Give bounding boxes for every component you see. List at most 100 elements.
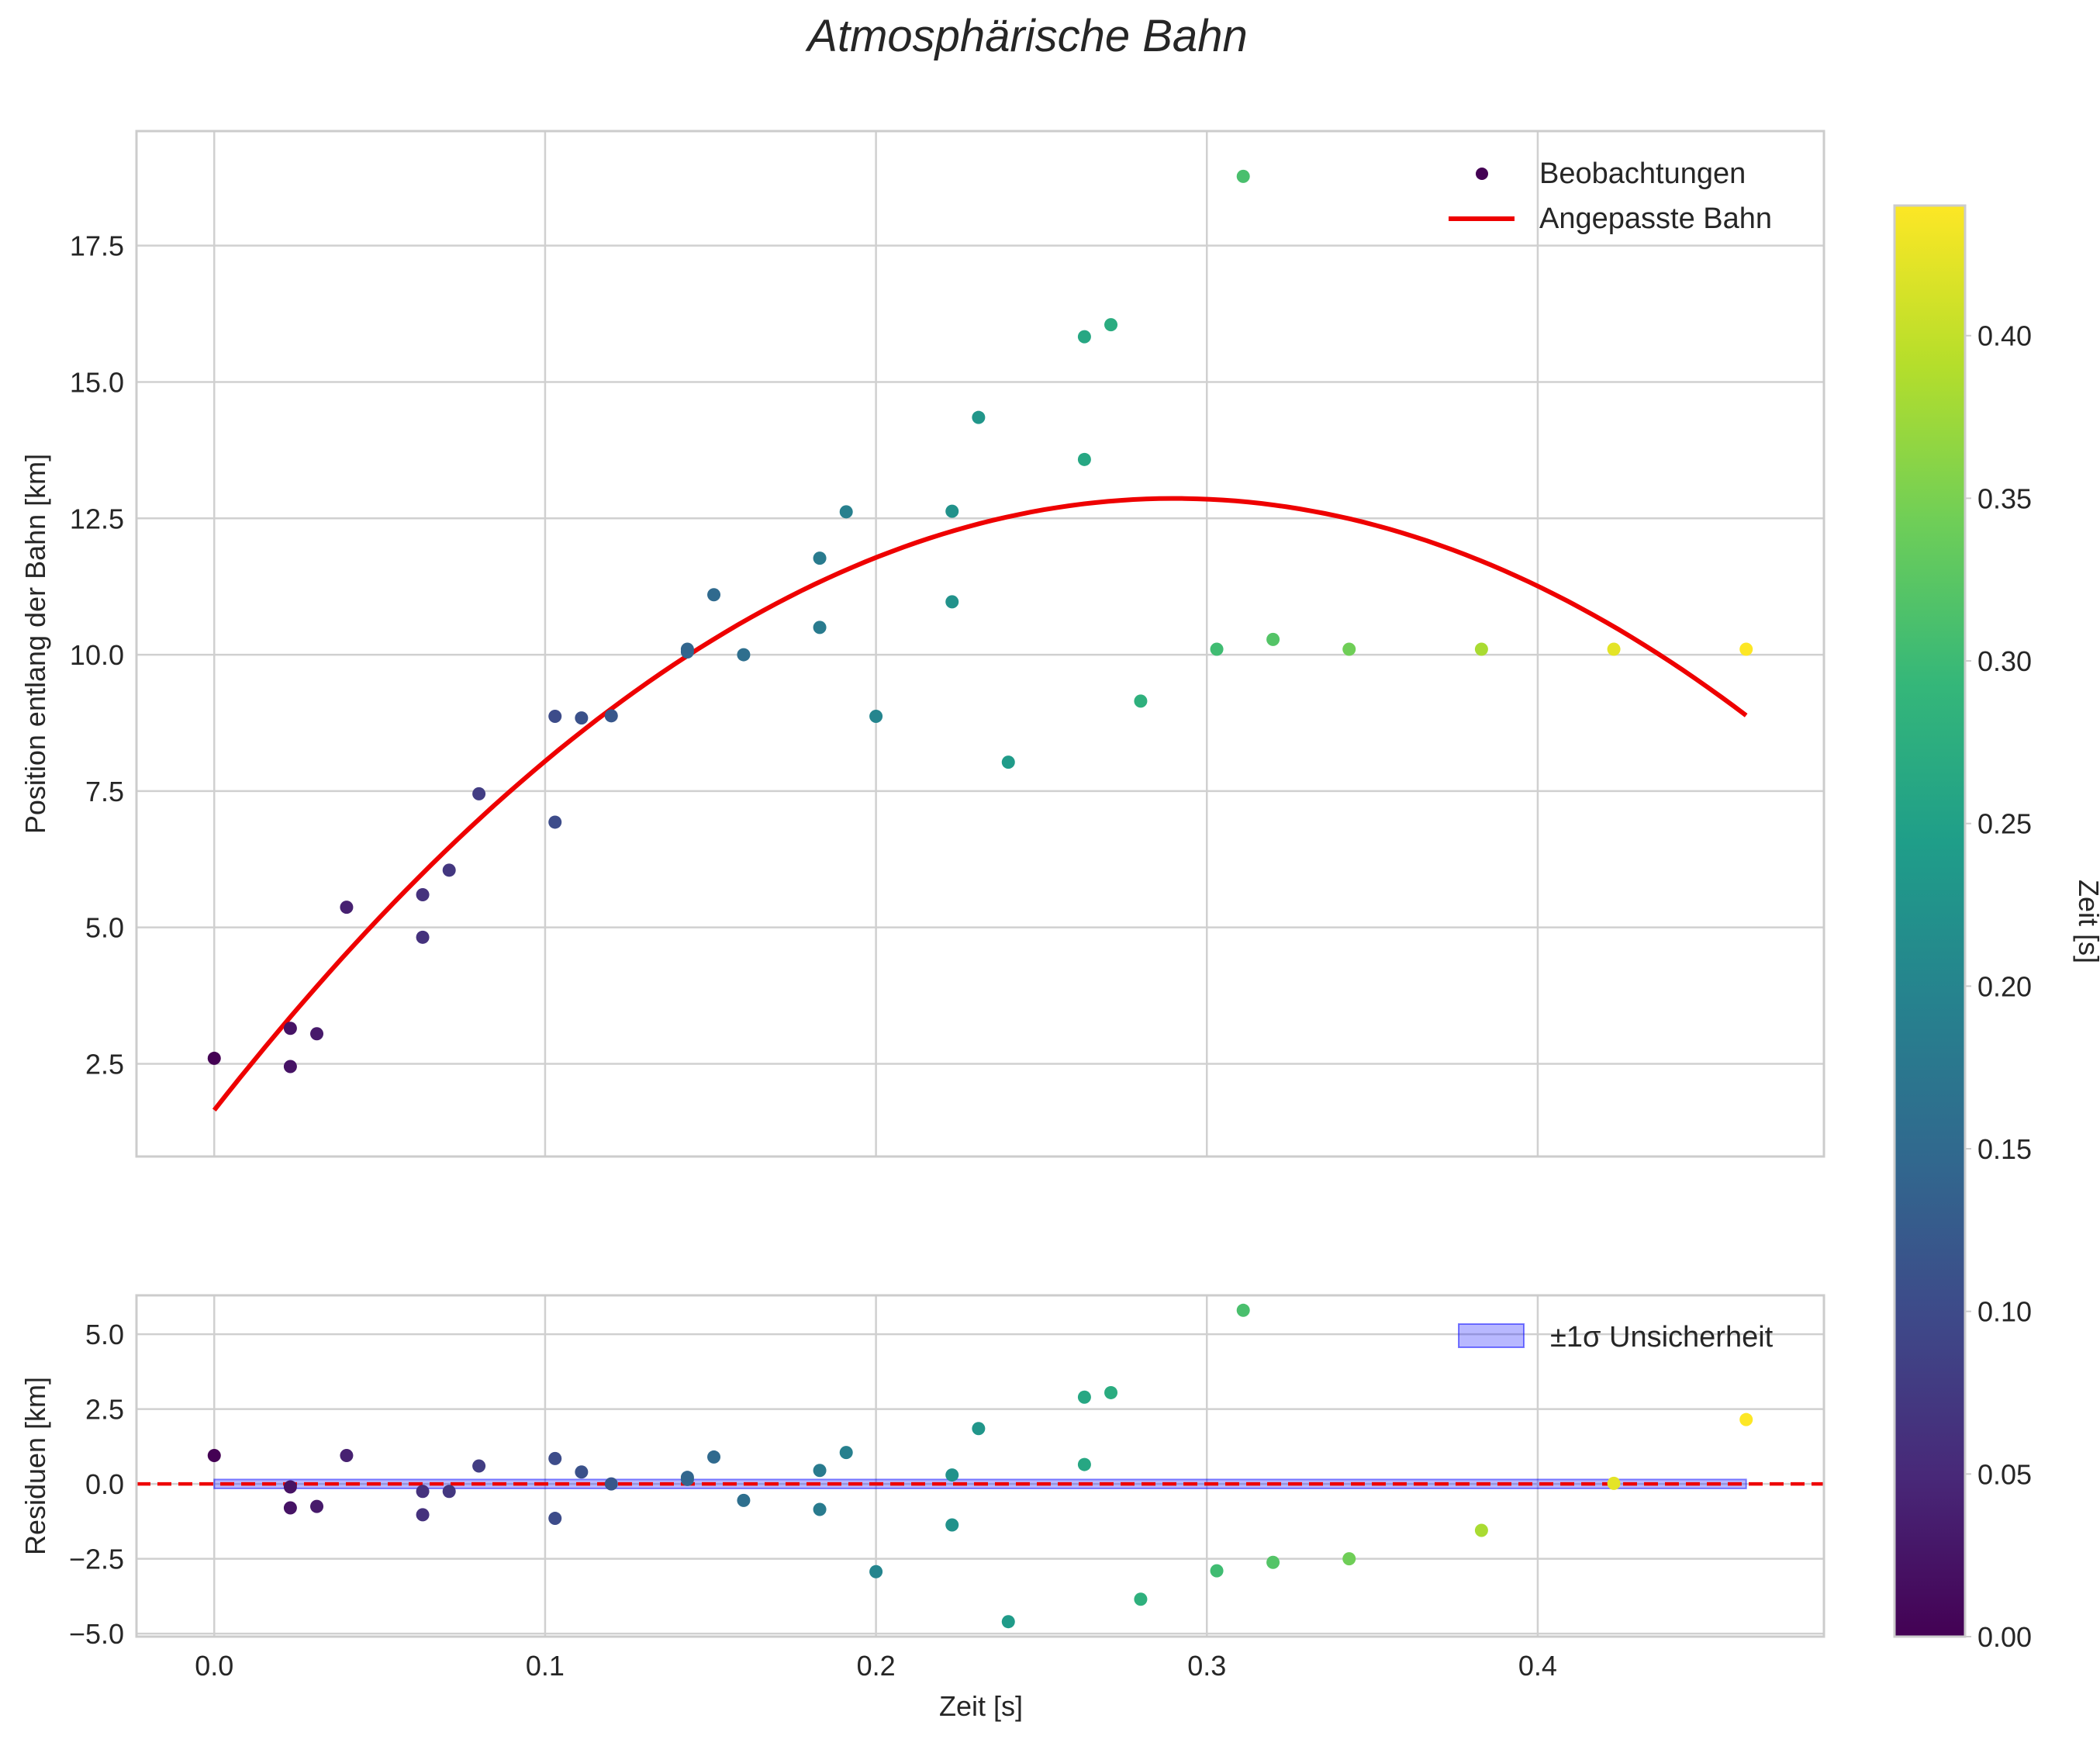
main-legend: Beobachtungen Angepasste Bahn: [1449, 157, 1772, 235]
colorbar-tick-label: 0.35: [1977, 482, 2032, 514]
observation-point: [575, 711, 589, 725]
residual-point: [1077, 1390, 1091, 1404]
x-tick-label: 0.2: [857, 1650, 896, 1682]
main-y-axis-label: Position entlang der Bahn [km]: [19, 454, 51, 834]
residual-point: [548, 1512, 562, 1526]
observation-point: [869, 710, 883, 724]
residual-point: [1104, 1385, 1118, 1399]
colorbar-tick-label: 0.30: [1977, 645, 2032, 677]
main-y-tick-label: 2.5: [85, 1048, 124, 1080]
residual-point: [945, 1468, 959, 1482]
residual-point: [1342, 1552, 1356, 1566]
residual-point: [1001, 1615, 1015, 1629]
residual-y-tick-label: −5.0: [69, 1618, 124, 1650]
main-curve-layer: [212, 496, 1748, 1112]
colorbar-gradient: [1894, 206, 1965, 1637]
observation-point: [707, 588, 721, 602]
colorbar-tick-label: 0.40: [1977, 320, 2032, 352]
observation-point: [945, 595, 959, 609]
main-y-tick-labels: 2.5 5.0 7.5 10.0 12.5 15.0 17.5: [70, 230, 124, 1080]
observation-point: [680, 645, 694, 659]
residual-point: [416, 1485, 430, 1499]
observation-point: [813, 621, 827, 634]
residual-point: [972, 1422, 986, 1436]
observation-point: [472, 787, 486, 800]
observation-point: [839, 505, 853, 519]
residual-point: [737, 1493, 751, 1507]
residual-point: [442, 1485, 456, 1499]
main-y-tick-label: 17.5: [70, 230, 124, 262]
residual-point: [1134, 1592, 1148, 1606]
main-y-tick-label: 5.0: [85, 912, 124, 944]
residual-point: [707, 1450, 721, 1464]
x-tick-label: 0.4: [1518, 1650, 1557, 1682]
main-plot-area: [136, 131, 1824, 1157]
residual-point: [813, 1464, 827, 1478]
observation-point: [340, 901, 354, 914]
main-grid: [136, 131, 1824, 1157]
observation-point: [1236, 169, 1250, 183]
observation-point: [604, 709, 618, 723]
observation-point: [1739, 642, 1753, 656]
x-tick-label: 0.1: [526, 1650, 565, 1682]
observation-point: [207, 1051, 221, 1065]
residual-point: [283, 1501, 297, 1515]
observation-point: [283, 1060, 297, 1074]
residual-plot-frame: [135, 1294, 1825, 1638]
residual-point: [1739, 1412, 1753, 1426]
residual-plot-area: [136, 1295, 1824, 1637]
colorbar-tick-label: 0.25: [1977, 808, 2032, 840]
observation-point: [737, 648, 751, 662]
colorbar-tick-label: 0.20: [1977, 970, 2032, 1002]
legend-label-angepasste-bahn: Angepasste Bahn: [1539, 202, 1772, 235]
residual-y-tick-labels: −5.0 −2.5 0.0 2.5 5.0: [69, 1319, 124, 1650]
observation-point: [1607, 642, 1621, 656]
main-y-tick-label: 7.5: [85, 776, 124, 807]
observation-point: [1077, 330, 1091, 344]
observation-point: [1210, 642, 1224, 656]
x-tick-label: 0.0: [195, 1650, 233, 1682]
residual-point: [1266, 1555, 1280, 1569]
colorbar-tick-label: 0.15: [1977, 1133, 2032, 1165]
observation-point: [416, 887, 430, 901]
observation-point: [1266, 632, 1280, 646]
observation-point: [813, 551, 827, 565]
main-panel: 2.5 5.0 7.5 10.0 12.5 15.0 17.5 Position entla…: [19, 130, 1825, 1158]
legend-label-sigma-band: ±1σ Unsicherheit: [1550, 1321, 1774, 1354]
x-axis-label: Zeit [s]: [939, 1690, 1023, 1722]
observation-point: [972, 410, 986, 424]
residual-point: [416, 1508, 430, 1522]
residual-y-tick-label: 5.0: [85, 1319, 124, 1350]
observation-point: [1077, 452, 1091, 466]
residual-point: [207, 1448, 221, 1462]
residual-point: [869, 1564, 883, 1578]
main-points-layer: [207, 169, 1753, 1074]
main-y-tick-label: 12.5: [70, 503, 124, 534]
residual-point: [472, 1459, 486, 1473]
colorbar-frame: [1893, 204, 1967, 1638]
residual-panel: −5.0 −2.5 0.0 2.5 5.0 0.0 0.1 0.2 0.3 0.4 Residu…: [19, 1294, 1825, 1722]
residual-point: [680, 1472, 694, 1486]
observation-point: [1134, 694, 1148, 708]
observation-point: [945, 504, 959, 518]
observation-point: [1001, 755, 1015, 769]
residual-point: [575, 1465, 589, 1479]
observation-point: [548, 710, 562, 724]
residual-y-tick-label: 0.0: [85, 1468, 124, 1500]
residual-point: [945, 1518, 959, 1532]
residual-points-layer: [207, 1303, 1753, 1629]
colorbar-label: Zeit [s]: [2073, 880, 2100, 963]
residual-point: [839, 1446, 853, 1460]
fitted-curve: [212, 496, 1748, 1112]
residual-point: [813, 1502, 827, 1516]
residual-y-tick-label: 2.5: [85, 1394, 124, 1426]
residual-point: [1236, 1303, 1250, 1317]
colorbar-tick-label: 0.10: [1977, 1296, 2032, 1328]
residual-point: [283, 1480, 297, 1494]
figure-title: Atmosphärische Bahn: [805, 11, 1247, 61]
colorbar-tick-label: 0.00: [1977, 1621, 2032, 1653]
residual-point: [340, 1448, 354, 1462]
residual-y-tick-label: −2.5: [69, 1544, 124, 1575]
observation-point: [1104, 318, 1118, 332]
